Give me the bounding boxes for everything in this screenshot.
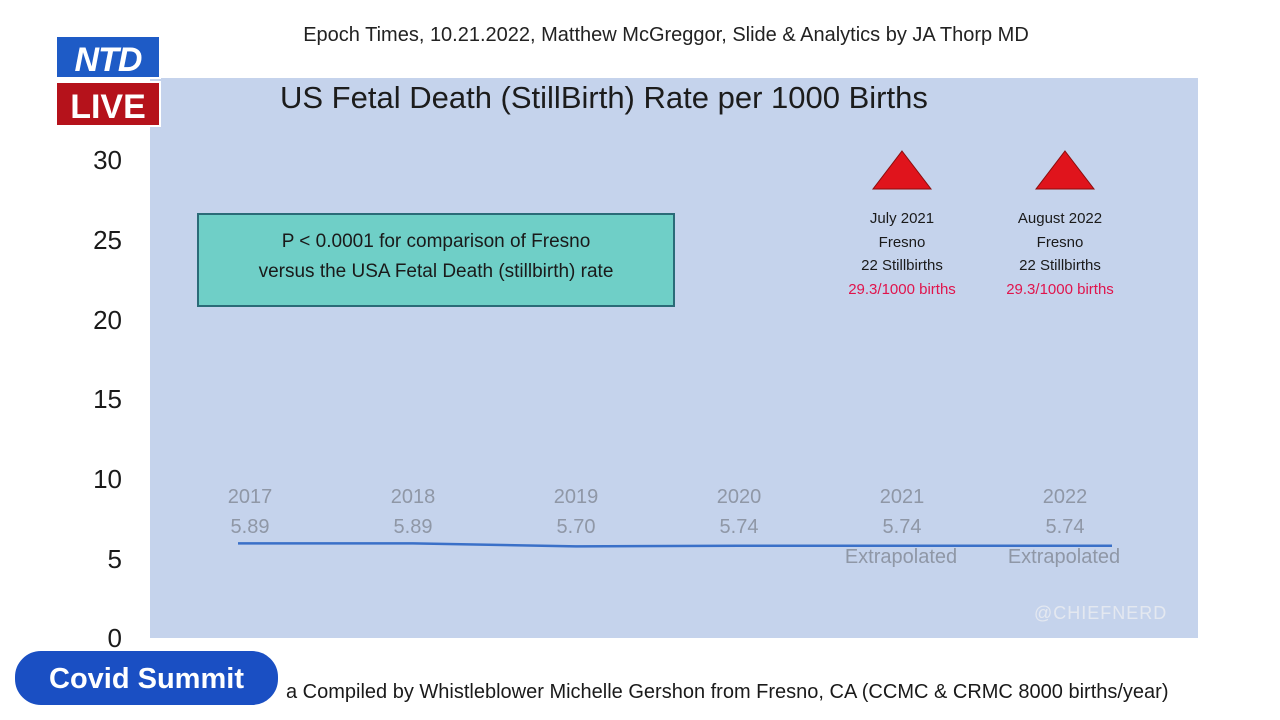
marker-month: July 2021 <box>869 210 935 227</box>
series-line <box>238 542 1112 548</box>
marker-place: Fresno <box>1036 233 1084 251</box>
x-category-label: 2020 <box>716 486 762 508</box>
ntd-live-logo: NTD LIVE <box>55 35 161 127</box>
x-category-label: 2019 <box>553 486 599 508</box>
data-value-label: 5.74 <box>719 516 759 538</box>
y-tick-label: 0 <box>107 623 122 653</box>
ntd-logo-text: NTD <box>55 35 161 79</box>
chart-title: US Fetal Death (StillBirth) Rate per 100… <box>280 80 928 115</box>
marker-count: 22 Stillbirths <box>1019 257 1101 274</box>
data-value-label: 5.89 <box>393 516 433 538</box>
data-value-label: 5.74 <box>882 516 922 538</box>
marker-label-july-2021: July 2021 Fresno 22 Stillbirths 29.3/100… <box>817 207 987 301</box>
y-tick-label: 20 <box>93 305 122 335</box>
x-category-label: 2018 <box>390 486 436 508</box>
watermark: @CHIEFNERD <box>1034 603 1168 623</box>
p-value-annotation: P < 0.0001 for comparison of Fresno vers… <box>197 213 675 307</box>
y-tick-label: 15 <box>93 384 122 414</box>
marker-month: August 2022 <box>1017 210 1103 227</box>
y-tick-label: 30 <box>93 145 122 175</box>
p-value-line-1: P < 0.0001 for comparison of Fresno <box>281 231 591 252</box>
live-logo-text: LIVE <box>55 81 161 127</box>
marker-label-august-2022: August 2022 Fresno 22 Stillbirths 29.3/1… <box>975 207 1145 301</box>
y-tick-label: 25 <box>93 225 122 255</box>
x-category-label: 2017 <box>227 486 273 508</box>
marker-count: 22 Stillbirths <box>861 257 943 274</box>
x-category-label: 2022 <box>1042 486 1088 508</box>
fresno-stillbirth-marker <box>1034 150 1096 190</box>
p-value-line-2: versus the USA Fetal Death (stillbirth) … <box>258 261 614 282</box>
marker-rate: 29.3/1000 births <box>848 280 956 298</box>
data-value-label: 5.70 <box>556 516 596 538</box>
data-value-label: 5.74 <box>1045 516 1085 538</box>
marker-place: Fresno <box>878 233 926 251</box>
data-value-label: 5.89 <box>230 516 270 538</box>
x-category-label: 2021 <box>879 486 925 508</box>
extrapolated-note: Extrapolated <box>1007 546 1121 568</box>
extrapolated-note: Extrapolated <box>844 546 958 568</box>
marker-rate: 29.3/1000 births <box>1006 280 1114 298</box>
data-source-footer: a Compiled by Whistleblower Michelle Ger… <box>286 681 1169 703</box>
y-tick-label: 5 <box>107 544 122 574</box>
covid-summit-badge: Covid Summit <box>13 649 280 707</box>
y-tick-label: 10 <box>93 464 122 494</box>
credit-line: Epoch Times, 10.21.2022, Matthew McGregg… <box>303 24 1029 46</box>
fresno-stillbirth-marker <box>871 150 933 190</box>
